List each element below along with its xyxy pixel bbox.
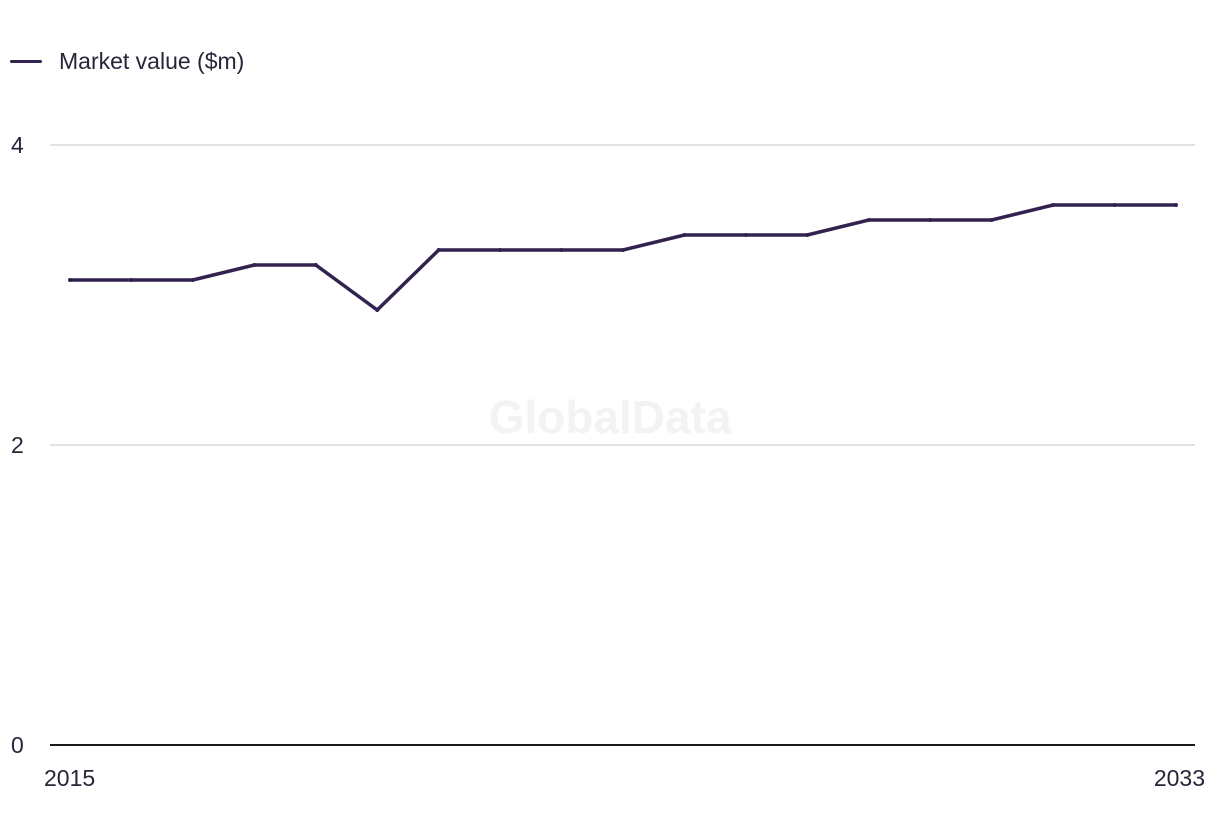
data-point — [436, 248, 441, 252]
legend-swatch — [10, 59, 42, 63]
y-axis-ticks: 0 2 4 — [11, 132, 24, 758]
data-point — [928, 218, 933, 222]
data-point — [1174, 203, 1178, 207]
chart-legend: Market value ($m) — [10, 46, 244, 76]
data-point — [190, 278, 195, 282]
data-point — [621, 248, 625, 252]
series-line — [70, 203, 1176, 313]
y-tick-label: 4 — [11, 132, 24, 158]
data-point — [1112, 203, 1117, 207]
x-axis-ticks: 2015 2033 — [44, 765, 1205, 791]
data-point — [989, 218, 994, 222]
data-point — [866, 218, 871, 222]
data-point — [68, 278, 72, 282]
legend-label: Market value ($m) — [59, 47, 245, 74]
data-point — [252, 263, 257, 267]
data-point — [375, 308, 380, 312]
data-point — [129, 278, 134, 282]
x-tick-label: 2015 — [44, 765, 95, 791]
series-group — [68, 203, 1178, 313]
data-point — [559, 248, 564, 252]
x-tick-label: 2033 — [1154, 765, 1205, 791]
watermark: GlobalData — [489, 391, 732, 443]
gridlines — [50, 144, 1195, 446]
data-point — [682, 233, 687, 237]
data-point — [805, 233, 810, 237]
data-point — [313, 263, 318, 267]
data-point — [1051, 203, 1056, 207]
y-tick-label: 0 — [11, 732, 24, 758]
data-point — [743, 233, 748, 237]
data-point — [498, 248, 503, 252]
y-tick-label: 2 — [11, 432, 24, 458]
